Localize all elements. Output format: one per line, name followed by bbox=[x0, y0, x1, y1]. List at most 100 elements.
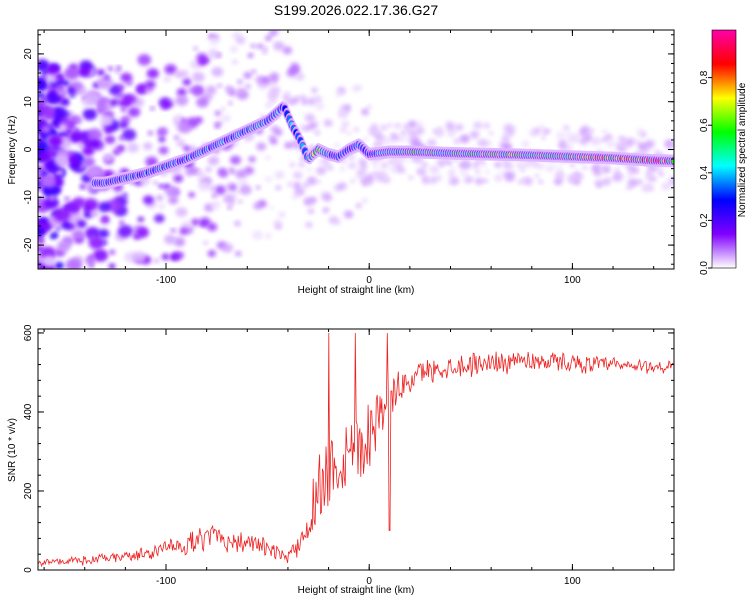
snr-frame bbox=[37, 328, 675, 571]
heatmap-cell bbox=[118, 84, 125, 90]
heatmap-cell bbox=[328, 216, 339, 225]
heatmap-cell bbox=[307, 208, 315, 215]
heatmap-cell bbox=[601, 129, 609, 135]
heatmap-cell bbox=[181, 221, 192, 230]
heatmap-cell bbox=[120, 107, 127, 112]
heatmap-cell bbox=[38, 150, 53, 163]
heatmap-cell bbox=[539, 124, 545, 130]
colorbar-tick-label: 0.8 bbox=[699, 70, 710, 84]
heatmap-cell bbox=[38, 104, 46, 113]
heatmap-cell bbox=[68, 155, 79, 164]
heatmap-cell bbox=[173, 114, 183, 123]
heatmap-cell bbox=[71, 229, 85, 241]
heatmap-cell bbox=[302, 182, 310, 189]
heatmap-cell bbox=[158, 146, 169, 155]
heatmap-cell bbox=[116, 66, 122, 70]
heatmap-cell bbox=[626, 184, 633, 191]
heatmap-cell bbox=[567, 174, 577, 183]
heatmap-cell bbox=[54, 153, 71, 168]
heatmap-cell bbox=[256, 185, 261, 190]
heatmap-cell bbox=[136, 85, 147, 95]
heatmap-cell bbox=[618, 147, 627, 154]
heatmap-cell bbox=[448, 177, 459, 186]
heatmap-cell bbox=[269, 30, 279, 36]
heatmap-cell bbox=[64, 196, 70, 201]
heatmap-cell bbox=[232, 189, 240, 196]
heatmap-cell bbox=[252, 230, 264, 240]
spectrogram-y-label: Frequency (Hz) bbox=[7, 116, 18, 185]
heatmap-cell bbox=[407, 137, 413, 142]
heatmap-cell bbox=[433, 128, 444, 137]
heatmap-cell bbox=[38, 197, 44, 205]
heatmap-cell bbox=[421, 162, 428, 168]
heatmap-cell bbox=[394, 123, 402, 129]
heatmap-cell bbox=[376, 135, 383, 141]
heatmap-cell bbox=[221, 114, 231, 123]
heatmap-cell bbox=[536, 162, 546, 171]
heatmap-cell bbox=[287, 181, 294, 187]
heatmap-cell bbox=[574, 179, 581, 185]
heatmap-cell bbox=[407, 121, 417, 129]
spectrogram-y-tick-label: 20 bbox=[23, 48, 34, 60]
heatmap-cell bbox=[581, 125, 590, 133]
heatmap-cell bbox=[274, 170, 285, 180]
heatmap-cell bbox=[158, 127, 168, 136]
heatmap-cell bbox=[41, 125, 51, 134]
spectrogram-x-tick-label: -100 bbox=[156, 275, 176, 286]
heatmap-cell bbox=[339, 166, 346, 172]
heatmap-cell bbox=[601, 165, 611, 174]
heatmap-cell bbox=[296, 73, 304, 80]
heatmap-cell bbox=[86, 128, 103, 142]
heatmap-cell bbox=[38, 140, 49, 152]
snr-panel: -100 0 100 0 200 400 600 Height of straight li… bbox=[7, 324, 675, 596]
spectrogram-y-tick-label: -10 bbox=[23, 190, 34, 205]
heatmap-cell bbox=[555, 131, 567, 140]
heatmap-cell bbox=[243, 71, 252, 79]
heatmap-cell bbox=[168, 196, 179, 205]
heatmap-cell bbox=[499, 170, 504, 175]
heatmap-cell bbox=[356, 85, 363, 90]
heatmap-cell bbox=[118, 120, 129, 129]
heatmap-cell bbox=[110, 99, 119, 106]
heatmap-cell bbox=[371, 170, 382, 179]
heatmap-cell bbox=[173, 174, 184, 183]
heatmap-cell bbox=[264, 175, 273, 183]
heatmap-cell bbox=[235, 251, 242, 257]
heatmap-cell bbox=[191, 85, 205, 97]
heatmap-cell bbox=[192, 71, 205, 83]
heatmap-cell bbox=[455, 123, 464, 131]
colorbar-tick-label: 0.2 bbox=[699, 213, 710, 227]
heatmap-cell bbox=[482, 122, 491, 129]
heatmap-cell bbox=[305, 221, 313, 228]
heatmap-cell bbox=[117, 224, 133, 238]
heatmap-cell bbox=[124, 93, 137, 104]
heatmap-cell bbox=[483, 178, 489, 183]
heatmap-cell bbox=[314, 130, 320, 135]
heatmap-cell bbox=[606, 177, 613, 183]
heatmap-cell bbox=[502, 160, 511, 168]
heatmap-cell bbox=[322, 208, 329, 214]
snr-y-tick-label: 200 bbox=[23, 482, 34, 499]
heatmap-cell bbox=[96, 69, 105, 76]
heatmap-cell bbox=[428, 176, 438, 184]
heatmap-cell bbox=[361, 181, 369, 187]
spectrogram-y-tick-label: 10 bbox=[23, 96, 34, 108]
heatmap-cell bbox=[210, 200, 221, 210]
heatmap-cell bbox=[436, 157, 447, 166]
heatmap-cell bbox=[173, 237, 186, 247]
heatmap-cell bbox=[82, 157, 95, 168]
heatmap-cell bbox=[557, 168, 563, 173]
heatmap-cell bbox=[386, 122, 393, 128]
heatmap-cell bbox=[306, 166, 313, 172]
heatmap-cell bbox=[198, 58, 208, 66]
heatmap-cell bbox=[373, 163, 378, 168]
heatmap-cell bbox=[55, 226, 61, 231]
heatmap-cell bbox=[54, 261, 64, 269]
heatmap-cell bbox=[405, 128, 414, 135]
heatmap-cell bbox=[269, 72, 280, 81]
heatmap-cell bbox=[541, 135, 546, 140]
heatmap-cell bbox=[322, 193, 333, 202]
heatmap-cell bbox=[165, 186, 178, 197]
heatmap-cell bbox=[494, 161, 502, 168]
heatmap-cell bbox=[188, 191, 196, 198]
